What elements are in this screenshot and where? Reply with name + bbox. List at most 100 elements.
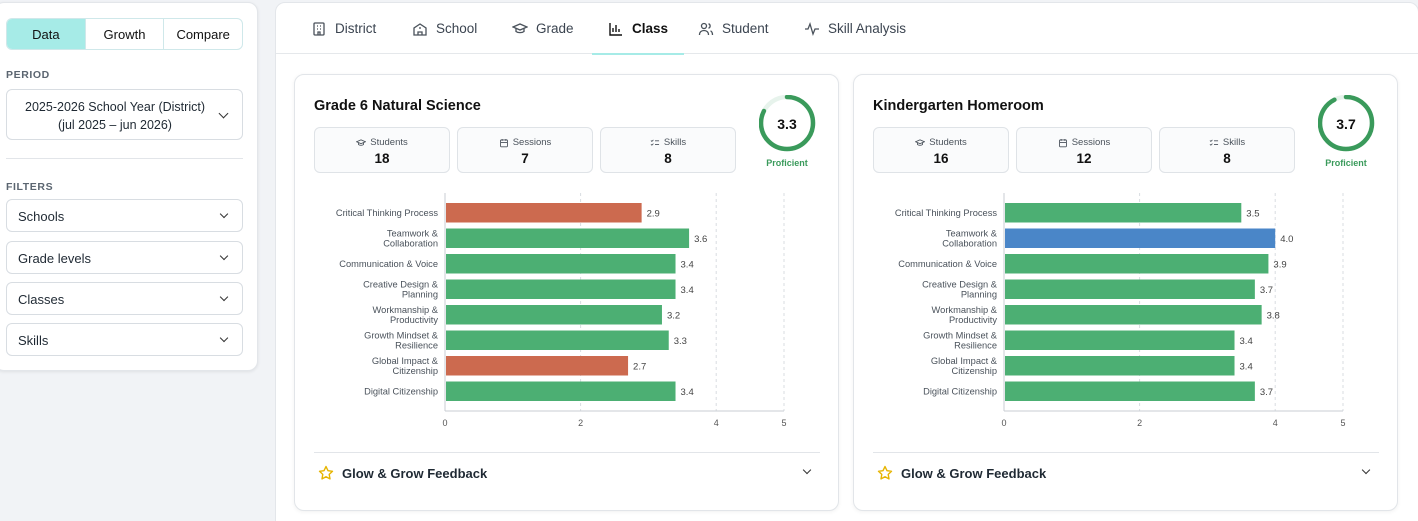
tab-school[interactable]: School — [410, 3, 479, 54]
feedback-toggle[interactable]: Glow & Grow Feedback — [873, 452, 1379, 493]
filter-label: Classes — [18, 292, 65, 307]
filter-label: Grade levels — [18, 251, 91, 266]
users-icon — [698, 22, 714, 35]
checklist-icon — [1209, 139, 1218, 146]
class-card: Kindergarten Homeroom Students 16 Sessio… — [853, 74, 1398, 511]
activity-icon — [805, 21, 819, 36]
x-tick-label: 2 — [578, 418, 583, 428]
chevron-down-icon — [1361, 465, 1371, 475]
main-panel: District School Grade Class Student Skil… — [275, 2, 1418, 521]
checklist-icon — [650, 139, 659, 146]
star-icon — [877, 465, 893, 480]
view-tab-data[interactable]: Data — [7, 19, 86, 49]
category-label: Citizenship — [393, 366, 438, 376]
bar — [1005, 254, 1269, 274]
ring-progress — [758, 94, 816, 152]
bar — [446, 356, 629, 376]
filter-skills[interactable]: Skills — [6, 323, 243, 356]
view-tab-compare[interactable]: Compare — [176, 26, 230, 42]
stat-value: 8 — [664, 151, 672, 166]
period-value: 2025-2026 School Year (District) (jul 20… — [17, 98, 213, 134]
star-icon — [318, 465, 334, 480]
category-label: Productivity — [390, 315, 438, 325]
tab-grade[interactable]: Grade — [510, 3, 576, 54]
bar — [446, 279, 676, 299]
stat-value: 18 — [374, 151, 390, 166]
bar-value-label: 3.4 — [681, 387, 694, 398]
tab-label: Skill Analysis — [828, 21, 907, 36]
bar — [1005, 228, 1276, 248]
proficiency-label: Proficient — [1325, 158, 1367, 168]
bar-value-label: 3.3 — [674, 336, 687, 347]
chevron-down-icon — [219, 292, 229, 302]
bar-value-label: 2.9 — [647, 208, 660, 219]
chevron-down-icon — [218, 108, 229, 119]
graduation-cap-icon — [512, 22, 528, 33]
stat-value: 16 — [933, 151, 949, 166]
stat-sessions: Sessions 12 — [1016, 127, 1152, 173]
period-value-line1: 2025-2026 School Year (District) — [25, 100, 205, 114]
category-label: Critical Thinking Process — [895, 208, 997, 218]
category-label: Planning — [961, 289, 997, 299]
score-ring — [1317, 94, 1375, 152]
divider — [6, 158, 243, 159]
skills-bar-chart: 0 2 4 5 2.9 Critical Thinking Process 3.6 Teamw… — [336, 193, 787, 428]
bar-value-label: 2.7 — [633, 361, 646, 372]
bar-value-label: 3.2 — [667, 310, 680, 321]
category-label: Collaboration — [942, 238, 997, 248]
filter-grade-levels[interactable]: Grade levels — [6, 241, 243, 274]
view-toggle: Data Growth Compare — [6, 18, 243, 50]
category-label: Teamwork & — [387, 228, 439, 238]
bar-value-label: 3.5 — [1246, 208, 1259, 219]
class-card: Grade 6 Natural Science Students 18 Sess… — [294, 74, 839, 511]
tab-district[interactable]: District — [309, 3, 378, 54]
stat-label-text: Skills — [1222, 137, 1246, 148]
stat-label-text: Sessions — [1071, 137, 1111, 148]
period-value-line2: (jul 2025 – jun 2026) — [58, 118, 172, 132]
chevron-down-icon — [219, 333, 229, 343]
tab-label: Grade — [536, 21, 574, 36]
stat-label: Sessions — [458, 137, 592, 148]
proficiency-label: Proficient — [766, 158, 808, 168]
bar — [446, 381, 676, 401]
x-tick-label: 5 — [1340, 418, 1345, 428]
chevron-down-icon — [219, 209, 229, 219]
bar-value-label: 3.4 — [681, 285, 694, 296]
category-label: Productivity — [949, 315, 997, 325]
bar-value-label: 3.4 — [1240, 336, 1253, 347]
stat-skills: Skills 8 — [600, 127, 736, 173]
category-label: Workmanship & — [373, 305, 439, 315]
tab-student[interactable]: Student — [696, 3, 771, 54]
category-label: Planning — [402, 289, 438, 299]
score-gauge: 3.3 Proficient — [758, 94, 819, 171]
feedback-toggle[interactable]: Glow & Grow Feedback — [314, 452, 820, 493]
feedback-label: Glow & Grow Feedback — [901, 466, 1047, 481]
bar-chart-icon — [609, 22, 622, 36]
bar-value-label: 3.9 — [1273, 259, 1286, 270]
bar — [446, 203, 642, 223]
stat-label: Students — [874, 137, 1008, 148]
view-tab-growth[interactable]: Growth — [86, 19, 165, 49]
bar — [1005, 381, 1255, 401]
tab-class[interactable]: Class — [591, 3, 685, 55]
graduation-cap-icon — [915, 138, 926, 146]
bar-value-label: 4.0 — [1280, 234, 1293, 245]
score-value: 3.7 — [1336, 116, 1356, 132]
filter-schools[interactable]: Schools — [6, 199, 243, 232]
sidebar: Data Growth Compare PERIOD 2025-2026 Sch… — [0, 2, 258, 371]
stat-students: Students 16 — [873, 127, 1009, 173]
bar — [446, 305, 662, 325]
filters-label: FILTERS — [6, 181, 54, 193]
bar-value-label: 3.4 — [1240, 361, 1253, 372]
x-tick-label: 4 — [1273, 418, 1278, 428]
graduation-cap-icon — [356, 138, 367, 146]
tab-skill-analysis[interactable]: Skill Analysis — [802, 3, 908, 54]
category-label: Workmanship & — [932, 305, 998, 315]
category-label: Creative Design & — [922, 279, 998, 289]
filter-classes[interactable]: Classes — [6, 282, 243, 315]
stat-label: Students — [315, 137, 449, 148]
tab-label: School — [436, 21, 478, 36]
bar-value-label: 3.4 — [681, 259, 694, 270]
period-select[interactable]: 2025-2026 School Year (District) (jul 20… — [6, 89, 243, 140]
bar — [446, 228, 690, 248]
